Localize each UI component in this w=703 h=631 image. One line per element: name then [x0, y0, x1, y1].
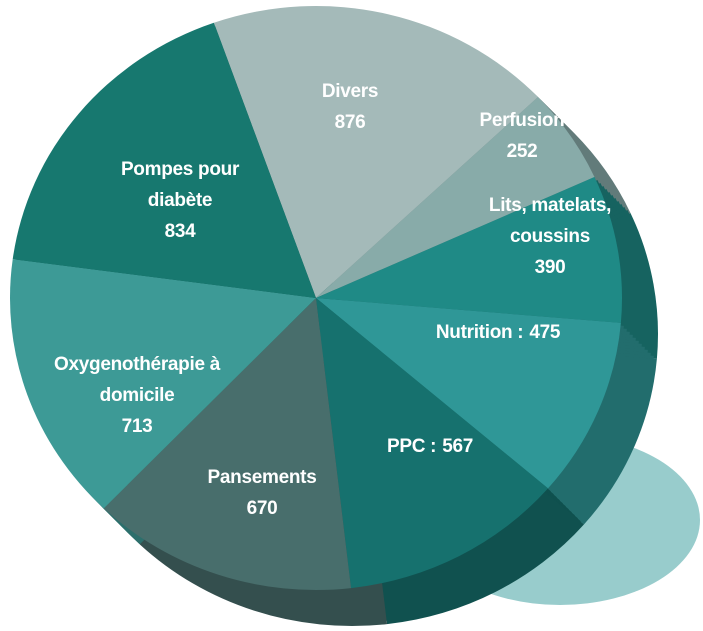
slice	[213, 5, 539, 299]
pie-tops	[9, 5, 623, 590]
value-label: 670	[246, 498, 278, 519]
slice-label: Pansements 670	[182, 462, 342, 524]
slice-label: Oxygenothérapie à domicile 713	[35, 349, 240, 442]
slice-label: Pompes pour diabète 834	[115, 154, 245, 247]
slice-label: Perfusion 252	[462, 105, 582, 167]
category-label: Perfusion	[479, 110, 565, 131]
slice	[12, 22, 316, 298]
category-label: Nutrition :	[435, 322, 524, 343]
category-label: Lits, matelats, coussins	[488, 195, 612, 247]
slice-label: Lits, matelats, coussins 390	[468, 190, 633, 283]
slice	[9, 259, 316, 509]
slice	[316, 298, 549, 589]
value-label: 876	[334, 112, 366, 133]
category-label: Oxygenothérapie à domicile	[54, 354, 220, 406]
value-label: 475	[529, 322, 561, 343]
value-label: 390	[534, 257, 566, 278]
slice-label: Nutrition :475	[398, 317, 598, 348]
slice-label: PPC :567	[330, 431, 530, 462]
category-label: Divers	[321, 81, 379, 102]
value-label: 252	[506, 141, 538, 162]
value-label: 713	[121, 416, 153, 437]
category-label: Pompes pour diabète	[120, 159, 240, 211]
slice	[316, 298, 621, 489]
category-label: PPC :	[387, 436, 437, 457]
slice	[103, 298, 352, 590]
value-label: 834	[164, 221, 196, 242]
slice-label: Divers 876	[290, 76, 410, 138]
category-label: Pansements	[207, 467, 317, 488]
slice	[316, 97, 595, 298]
slice	[316, 176, 623, 323]
value-label: 567	[442, 436, 473, 457]
